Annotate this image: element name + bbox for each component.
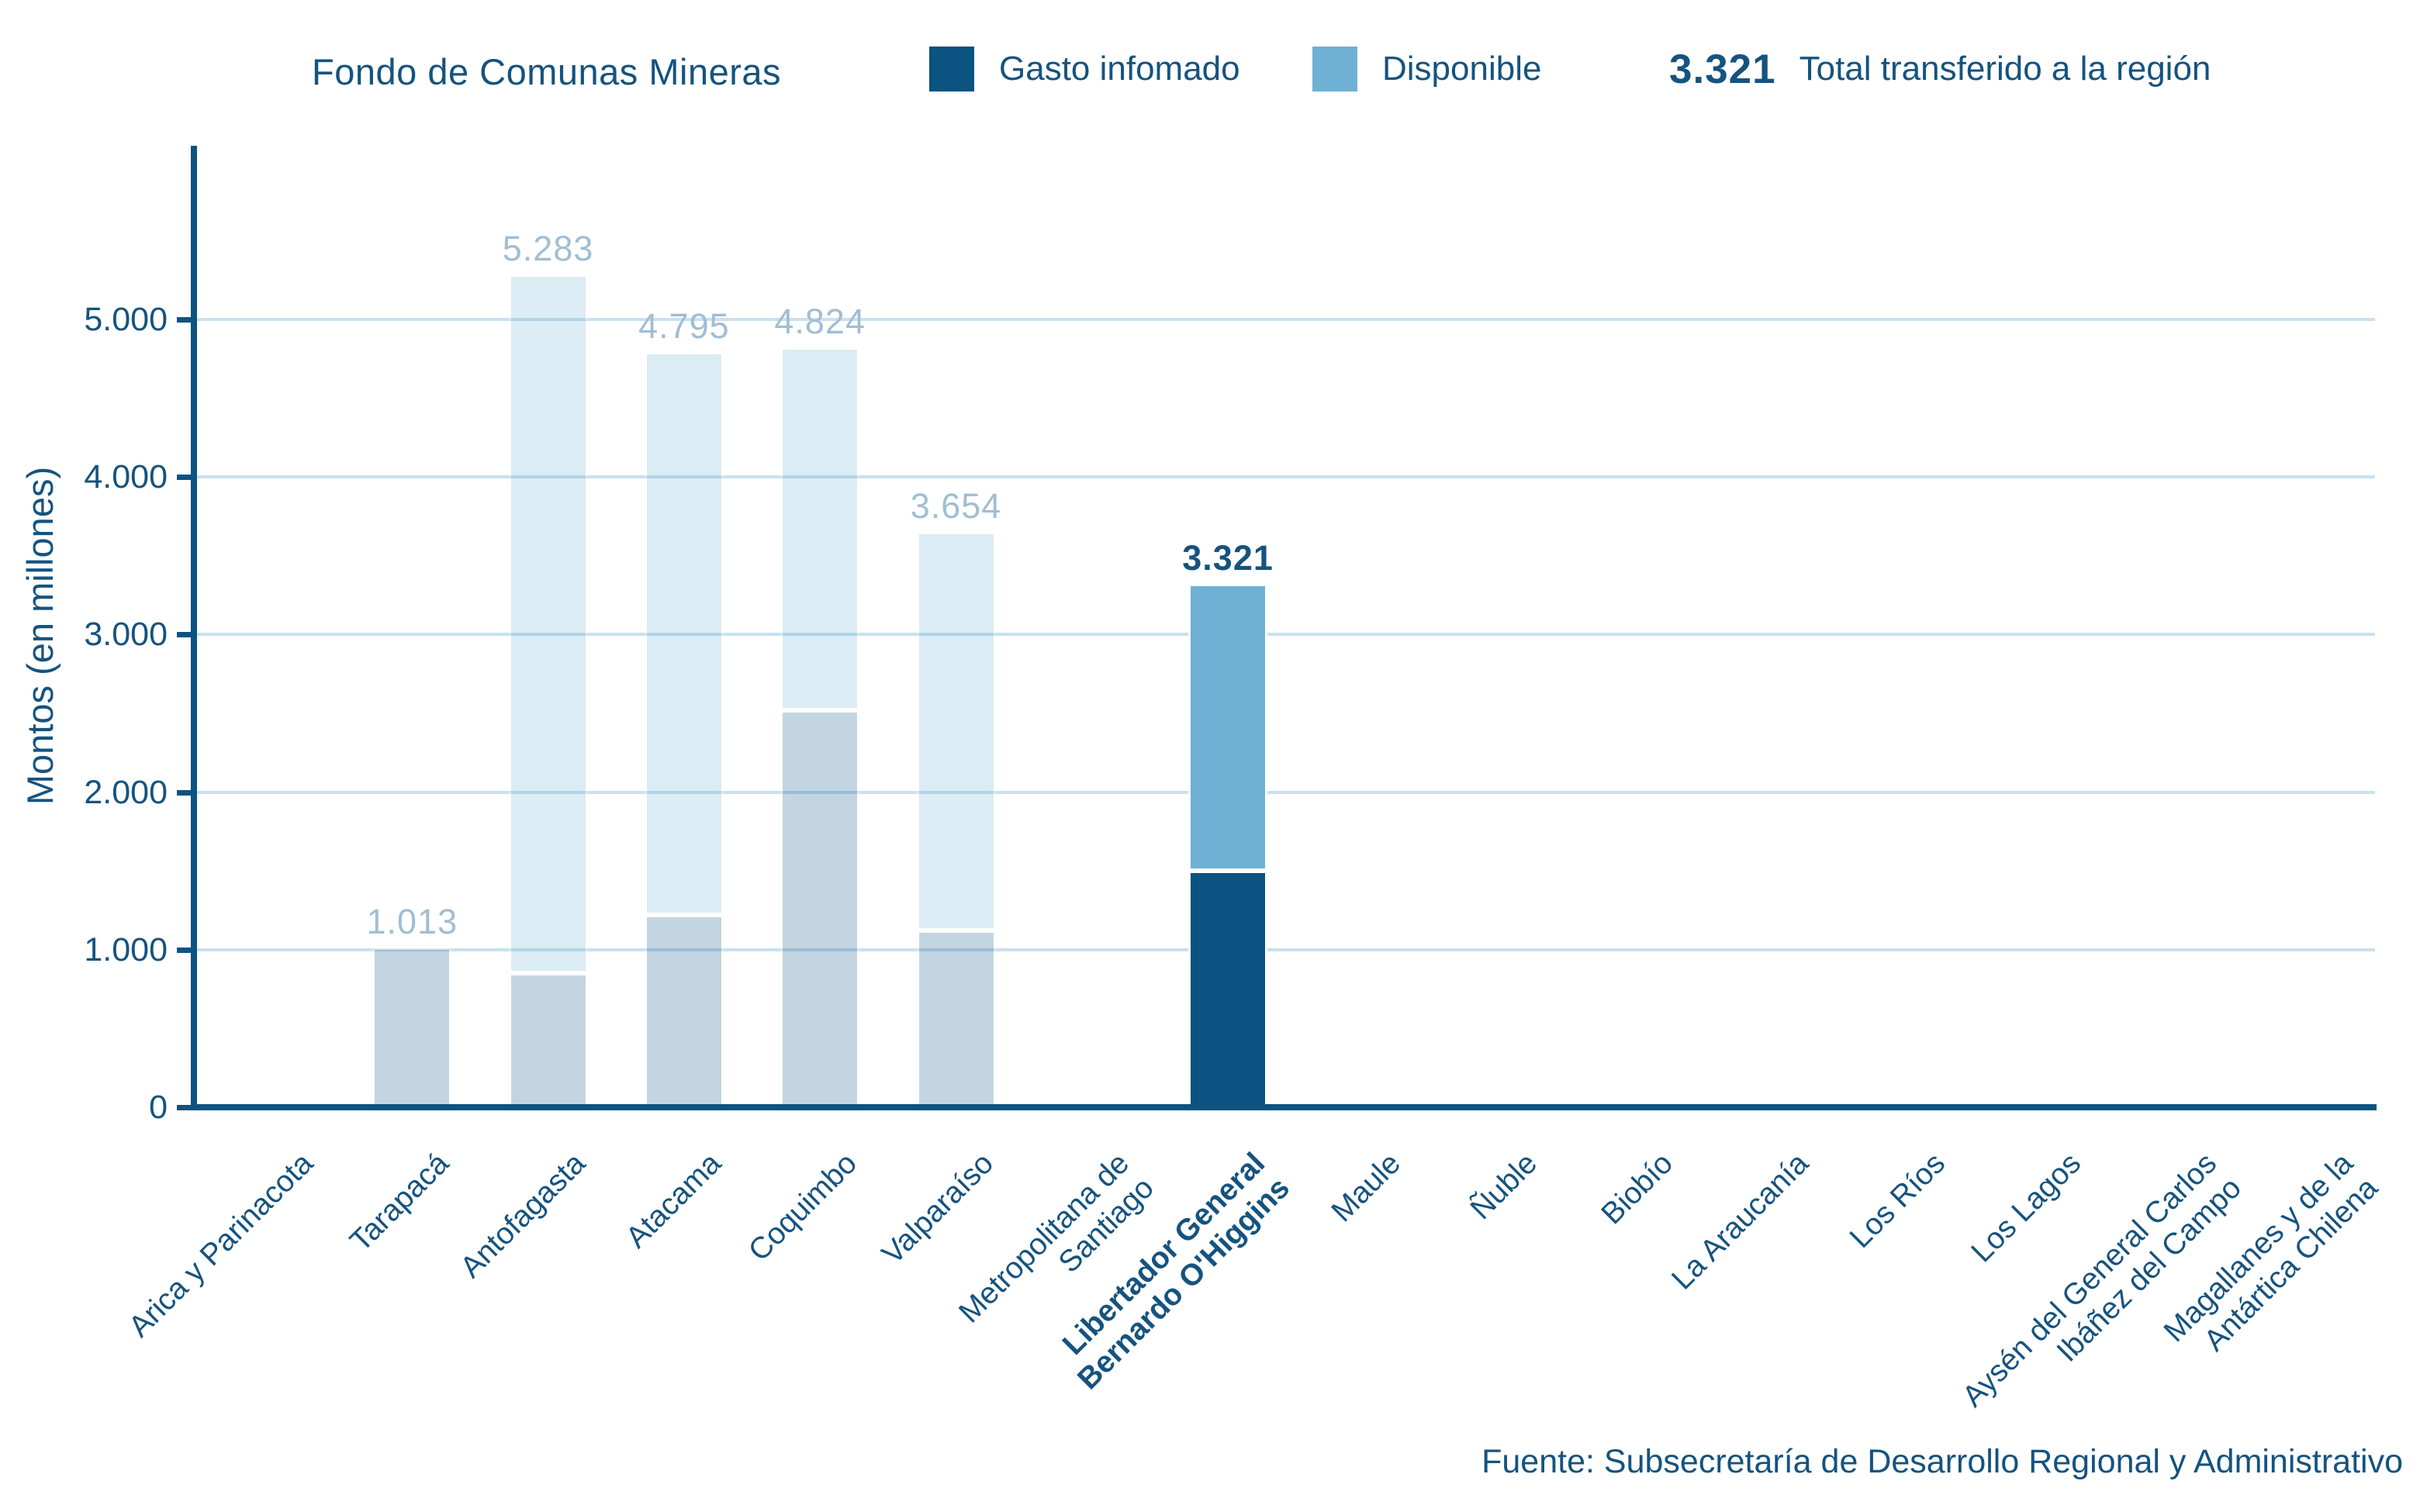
bar-value-label: 3.654 xyxy=(910,485,1002,526)
bar-segment-gasto-informado[interactable] xyxy=(372,948,452,1107)
y-tick-mark xyxy=(177,475,194,481)
source-attribution: Fuente: Subsecretaría de Desarrollo Regi… xyxy=(1481,1443,2403,1480)
bar-tarapac-[interactable] xyxy=(372,948,452,1107)
gridline-3.000 xyxy=(197,633,2375,637)
legend-label: Disponible xyxy=(1382,50,1542,88)
bar-segment-disponible[interactable] xyxy=(780,347,860,710)
chart-title: Fondo de Comunas Mineras xyxy=(312,51,782,92)
legend-item-disponible[interactable]: Disponible xyxy=(1312,47,1541,91)
legend-item-gasto-informado[interactable]: Gasto infomado xyxy=(929,47,1240,91)
y-axis-line xyxy=(191,146,197,1110)
bar-value-label: 3.321 xyxy=(1182,538,1274,578)
y-tick-label: 0 xyxy=(149,1089,168,1126)
bar-libertador-general-bernardo-o-higgins[interactable] xyxy=(1188,584,1268,1107)
y-tick-mark xyxy=(177,317,194,323)
y-tick-mark xyxy=(177,1105,194,1110)
total-transferred-label: Total transferido a la región xyxy=(1799,50,2211,88)
x-axis-line xyxy=(191,1104,2377,1110)
bar-segment-gasto-informado[interactable] xyxy=(916,930,996,1107)
legend-swatch-gasto-informado xyxy=(929,47,974,91)
total-transferred-value: 3.321 xyxy=(1669,46,1776,92)
bar-segment-disponible[interactable] xyxy=(508,274,588,974)
bar-coquimbo[interactable] xyxy=(780,347,860,1107)
bar-segment-disponible[interactable] xyxy=(1188,584,1268,872)
bar-segment-gasto-informado[interactable] xyxy=(1188,871,1268,1107)
y-tick-mark xyxy=(177,789,194,796)
legend-swatch-disponible xyxy=(1312,47,1357,91)
y-tick-label: 4.000 xyxy=(84,458,168,496)
y-tick-label: 2.000 xyxy=(84,773,168,811)
bar-antofagasta[interactable] xyxy=(508,274,588,1107)
bar-value-label: 5.283 xyxy=(502,229,594,269)
bar-segment-gasto-informado[interactable] xyxy=(508,973,588,1107)
gridline-5.000 xyxy=(197,318,2375,321)
y-tick-label: 1.000 xyxy=(84,930,168,968)
bar-value-label: 4.795 xyxy=(638,306,730,346)
gridline-4.000 xyxy=(197,475,2375,479)
gridline-2.000 xyxy=(197,790,2375,794)
legend-label: Gasto infomado xyxy=(999,50,1240,88)
y-tick-label: 3.000 xyxy=(84,616,168,654)
bar-segment-gasto-informado[interactable] xyxy=(780,709,860,1107)
bar-value-label: 1.013 xyxy=(366,902,458,942)
y-tick-label: 5.000 xyxy=(84,301,168,338)
bar-valpara-so[interactable] xyxy=(916,531,996,1107)
bar-segment-gasto-informado[interactable] xyxy=(644,915,724,1107)
bar-segment-disponible[interactable] xyxy=(644,351,724,916)
bar-atacama[interactable] xyxy=(644,351,724,1107)
gridline-1.000 xyxy=(197,948,2375,951)
bar-segment-disponible[interactable] xyxy=(916,531,996,931)
bar-value-label: 4.824 xyxy=(774,301,866,341)
y-tick-mark xyxy=(177,632,194,638)
total-transferred-readout: 3.321 Total transferido a la región xyxy=(1669,45,2211,93)
y-tick-mark xyxy=(177,947,194,953)
